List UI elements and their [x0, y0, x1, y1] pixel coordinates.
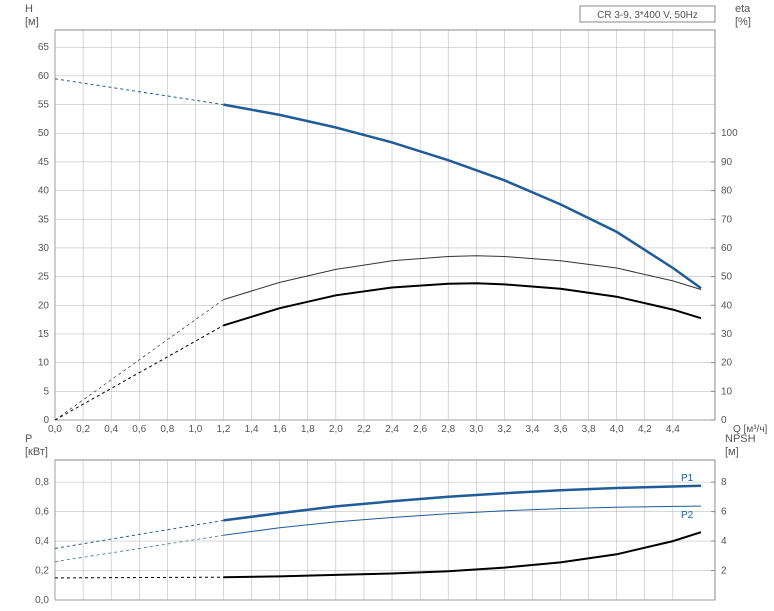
svg-text:[м]: [м] [25, 16, 39, 28]
svg-text:80: 80 [721, 186, 733, 197]
svg-text:0,8: 0,8 [160, 424, 174, 435]
svg-text:4,2: 4,2 [638, 424, 652, 435]
svg-text:2,4: 2,4 [385, 424, 399, 435]
svg-text:3,6: 3,6 [554, 424, 568, 435]
power-axis-label: P [25, 433, 32, 445]
svg-text:4,0: 4,0 [610, 424, 624, 435]
svg-text:2,6: 2,6 [413, 424, 427, 435]
svg-text:2,0: 2,0 [329, 424, 343, 435]
svg-text:0: 0 [721, 415, 727, 426]
svg-text:45: 45 [38, 157, 50, 168]
title-text: CR 3-9, 3*400 V, 50Hz [597, 10, 698, 21]
svg-text:50: 50 [721, 272, 733, 283]
svg-text:90: 90 [721, 157, 733, 168]
svg-text:0,6: 0,6 [132, 424, 146, 435]
svg-text:8: 8 [721, 477, 727, 488]
head-axis-label: H [25, 3, 33, 15]
svg-text:5: 5 [43, 386, 49, 397]
svg-text:0,2: 0,2 [35, 566, 49, 577]
svg-text:3,2: 3,2 [497, 424, 511, 435]
svg-text:65: 65 [38, 42, 50, 53]
svg-text:30: 30 [38, 243, 50, 254]
svg-text:[кВт]: [кВт] [25, 446, 48, 458]
svg-text:30: 30 [721, 329, 733, 340]
svg-text:10: 10 [721, 386, 733, 397]
svg-text:0,4: 0,4 [104, 424, 118, 435]
svg-text:15: 15 [38, 329, 50, 340]
svg-text:1,2: 1,2 [217, 424, 231, 435]
svg-text:2,2: 2,2 [357, 424, 371, 435]
svg-text:70: 70 [721, 214, 733, 225]
svg-text:[%]: [%] [735, 16, 751, 28]
p2-label: P2 [681, 510, 694, 521]
svg-text:0: 0 [43, 415, 49, 426]
svg-text:[м]: [м] [725, 446, 739, 458]
eta-axis-label: eta [735, 3, 751, 15]
svg-text:40: 40 [721, 300, 733, 311]
svg-text:40: 40 [38, 186, 50, 197]
npsh-axis-label: NPSH [725, 433, 756, 445]
svg-text:3,4: 3,4 [525, 424, 539, 435]
svg-text:0,0: 0,0 [35, 595, 49, 606]
svg-text:2: 2 [721, 566, 727, 577]
pump-curve-chart: CR 3-9, 3*400 V, 50Hz 0,0 0,2 0,4 0,6 0,8 1,0 1… [0, 0, 774, 611]
svg-text:0,8: 0,8 [35, 477, 49, 488]
svg-text:20: 20 [721, 358, 733, 369]
svg-text:1,6: 1,6 [273, 424, 287, 435]
svg-text:0,0: 0,0 [48, 424, 62, 435]
svg-text:60: 60 [38, 71, 50, 82]
svg-text:35: 35 [38, 214, 50, 225]
svg-text:4: 4 [721, 536, 727, 547]
svg-text:0,4: 0,4 [35, 536, 49, 547]
svg-text:60: 60 [721, 243, 733, 254]
svg-text:0,6: 0,6 [35, 507, 49, 518]
svg-text:55: 55 [38, 100, 50, 111]
svg-text:1,8: 1,8 [301, 424, 315, 435]
svg-text:0,2: 0,2 [76, 424, 90, 435]
svg-text:50: 50 [38, 128, 50, 139]
svg-text:10: 10 [38, 358, 50, 369]
svg-text:1,0: 1,0 [188, 424, 202, 435]
svg-text:3,8: 3,8 [582, 424, 596, 435]
svg-text:25: 25 [38, 272, 50, 283]
p1-label: P1 [681, 473, 694, 484]
svg-text:6: 6 [721, 507, 727, 518]
svg-text:4,4: 4,4 [666, 424, 680, 435]
svg-text:2,8: 2,8 [441, 424, 455, 435]
svg-text:100: 100 [721, 128, 738, 139]
svg-text:1,4: 1,4 [245, 424, 259, 435]
svg-text:20: 20 [38, 300, 50, 311]
svg-text:3,0: 3,0 [469, 424, 483, 435]
